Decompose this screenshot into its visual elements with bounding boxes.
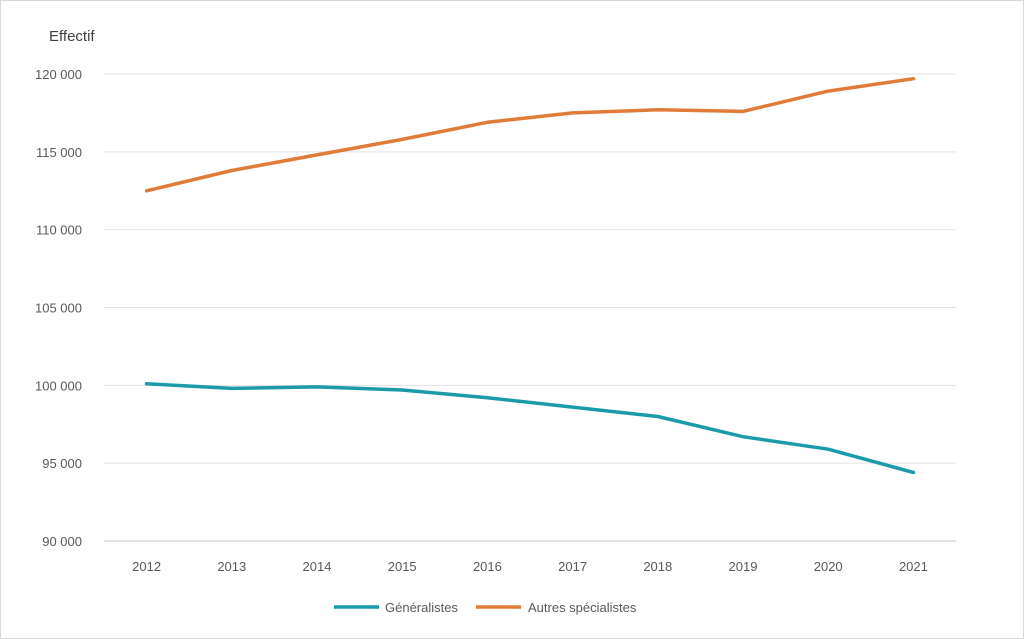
legend: Généralistes Autres spécialistes [334, 600, 637, 615]
y-tick-label: 120 000 [35, 67, 82, 82]
series-line-generalistes [144, 382, 916, 475]
x-tick-label: 2021 [899, 559, 928, 574]
y-tick-label: 95 000 [42, 456, 82, 471]
legend-label: Généralistes [385, 600, 458, 615]
x-axis: 2012 2013 2014 2015 2016 2017 2018 2019 2020 2021 [132, 559, 928, 574]
x-tick-label: 2020 [814, 559, 843, 574]
x-tick-label: 2014 [303, 559, 332, 574]
y-tick-label: 90 000 [42, 534, 82, 549]
y-tick-label: 105 000 [35, 301, 82, 316]
y-tick-label: 110 000 [36, 223, 82, 238]
gridlines [104, 73, 956, 542]
x-tick-label: 2012 [132, 559, 161, 574]
x-tick-label: 2013 [217, 559, 246, 574]
x-tick-label: 2016 [473, 559, 502, 574]
y-axis-label: Effectif [49, 28, 95, 45]
y-axis: 90 000 95 000 100 000 105 000 110 000 115 000… [35, 67, 82, 549]
x-tick-label: 2015 [388, 559, 417, 574]
x-tick-label: 2018 [643, 559, 672, 574]
legend-label: Autres spécialistes [528, 600, 637, 615]
y-tick-label: 100 000 [35, 378, 82, 393]
x-tick-label: 2019 [729, 559, 758, 574]
series-lines [144, 76, 916, 475]
series-line-autres-specialistes [144, 76, 916, 193]
x-tick-label: 2017 [558, 559, 587, 574]
y-tick-label: 115 000 [36, 145, 82, 160]
